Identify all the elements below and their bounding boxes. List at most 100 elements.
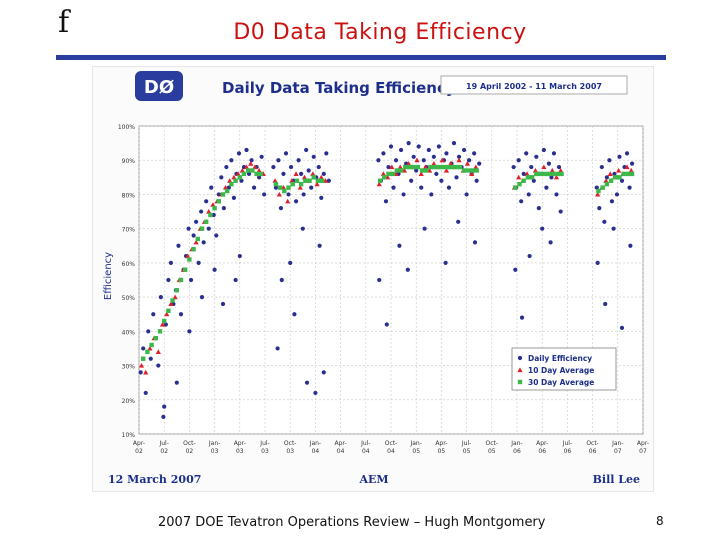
data-point bbox=[286, 192, 291, 197]
data-point bbox=[178, 312, 184, 317]
data-point bbox=[461, 168, 467, 173]
data-point bbox=[464, 192, 469, 197]
data-point bbox=[162, 404, 167, 409]
data-point bbox=[377, 277, 382, 283]
legend-box bbox=[511, 347, 617, 391]
data-point bbox=[613, 175, 618, 180]
data-point bbox=[292, 312, 297, 317]
data-point bbox=[429, 192, 434, 197]
data-point bbox=[388, 144, 394, 149]
data-point bbox=[627, 185, 632, 190]
data-point bbox=[237, 175, 242, 180]
data-point bbox=[625, 171, 631, 177]
x-tick-label-year: 02 bbox=[135, 448, 143, 455]
data-point bbox=[553, 174, 560, 180]
data-point bbox=[546, 161, 552, 166]
data-point bbox=[414, 168, 419, 173]
x-tick-label: Jul- bbox=[360, 440, 370, 447]
data-point bbox=[317, 243, 322, 248]
data-point bbox=[311, 154, 316, 159]
data-point bbox=[377, 178, 383, 183]
data-point bbox=[324, 151, 329, 156]
data-point bbox=[138, 370, 143, 375]
data-point bbox=[251, 185, 257, 190]
data-point bbox=[146, 329, 151, 334]
data-point bbox=[293, 199, 299, 204]
data-point bbox=[445, 164, 450, 170]
data-point bbox=[147, 345, 153, 351]
data-point bbox=[188, 277, 194, 283]
data-point bbox=[141, 346, 146, 351]
data-point bbox=[214, 233, 219, 238]
x-tick-label-year: 06 bbox=[589, 448, 597, 455]
data-point bbox=[608, 178, 614, 183]
legend-label: 10 Day Average bbox=[528, 366, 594, 375]
x-tick-label: Apr- bbox=[133, 440, 145, 447]
data-point bbox=[436, 164, 442, 170]
x-tick-label: Apr- bbox=[637, 440, 649, 447]
data-point bbox=[383, 199, 389, 204]
data-point bbox=[290, 181, 295, 187]
data-point bbox=[607, 171, 613, 176]
data-point bbox=[536, 206, 541, 211]
data-point bbox=[446, 185, 452, 190]
data-point bbox=[519, 315, 525, 320]
data-point bbox=[209, 185, 214, 190]
data-point bbox=[554, 192, 559, 197]
data-point bbox=[607, 158, 612, 163]
data-point bbox=[176, 243, 181, 248]
data-point bbox=[555, 171, 560, 177]
data-point bbox=[628, 243, 633, 248]
data-point bbox=[288, 164, 294, 170]
data-point bbox=[159, 321, 166, 327]
data-point bbox=[457, 164, 463, 170]
data-point bbox=[187, 257, 192, 262]
data-point bbox=[316, 164, 321, 170]
data-point bbox=[405, 267, 410, 272]
data-point bbox=[382, 175, 387, 180]
data-point bbox=[193, 239, 199, 245]
data-point bbox=[298, 181, 304, 187]
data-point bbox=[143, 369, 149, 375]
y-tick-label: 30% bbox=[122, 364, 136, 371]
data-point bbox=[262, 192, 267, 197]
slide-footer: 2007 DOE Tevatron Operations Review – Hu… bbox=[158, 515, 546, 530]
data-point bbox=[398, 168, 404, 173]
y-tick-label: 90% bbox=[122, 158, 136, 165]
data-point bbox=[170, 298, 175, 303]
title-divider bbox=[56, 55, 666, 60]
data-point bbox=[326, 178, 331, 183]
data-point bbox=[624, 164, 630, 170]
date-range-box bbox=[440, 75, 628, 95]
date-range-label: 19 April 2002 - 11 March 2007 bbox=[466, 82, 602, 91]
data-point bbox=[276, 191, 282, 197]
data-point bbox=[273, 185, 279, 190]
data-point bbox=[534, 154, 539, 159]
data-point bbox=[559, 171, 564, 177]
data-point bbox=[149, 342, 154, 348]
data-point bbox=[612, 171, 617, 177]
x-tick-label-year: 02 bbox=[186, 448, 194, 455]
data-point bbox=[311, 175, 316, 180]
data-point bbox=[513, 185, 518, 190]
data-point bbox=[273, 181, 279, 187]
data-point bbox=[422, 226, 427, 231]
data-point bbox=[301, 192, 306, 197]
data-point bbox=[436, 144, 441, 149]
data-point bbox=[456, 154, 462, 159]
data-point bbox=[194, 219, 199, 224]
x-tick-label-year: 04 bbox=[387, 448, 395, 455]
data-point bbox=[376, 158, 381, 163]
data-point bbox=[227, 178, 233, 183]
data-point bbox=[321, 171, 326, 177]
data-point bbox=[272, 178, 278, 183]
d0-logo-badge bbox=[135, 71, 183, 101]
data-point bbox=[283, 151, 289, 156]
data-point bbox=[319, 195, 324, 200]
data-point bbox=[390, 171, 395, 177]
data-point bbox=[532, 167, 539, 173]
data-point bbox=[299, 171, 304, 177]
x-tick-label: Oct- bbox=[486, 440, 499, 447]
data-point bbox=[185, 253, 191, 259]
data-point bbox=[604, 175, 609, 180]
